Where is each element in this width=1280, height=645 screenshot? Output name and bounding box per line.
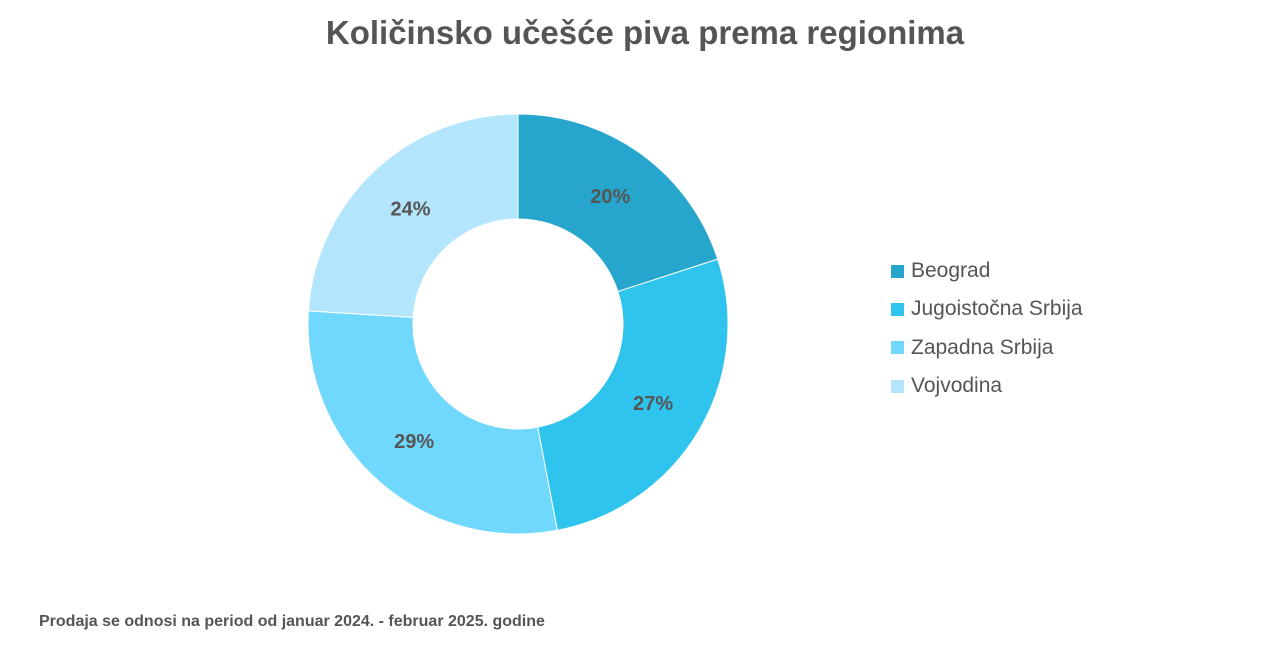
legend-label: Beograd [911, 259, 991, 283]
legend-label: Vojvodina [911, 374, 1003, 398]
legend-item-zapadna-srbija: Zapadna Srbija [891, 329, 1083, 367]
legend-item-vojvodina: Vojvodina [891, 367, 1083, 405]
slice-label-jugoistocna-srbija: 27% [633, 393, 673, 415]
legend-swatch [891, 379, 904, 393]
legend-swatch [891, 264, 904, 278]
legend-label: Zapadna Srbija [911, 335, 1054, 359]
legend-item-beograd: Beograd [891, 252, 1083, 290]
slice-label-zapadna-srbija: 29% [394, 431, 434, 453]
legend: Beograd Jugoistočna Srbija Zapadna Srbija V… [891, 252, 1083, 405]
legend-swatch [891, 341, 904, 355]
donut-slices [307, 113, 729, 535]
legend-label: Jugoistočna Srbija [911, 297, 1083, 321]
slice-label-vojvodina: 24% [391, 199, 431, 221]
donut-slice-labels: 20% 27% 29% 24% [391, 186, 674, 453]
footnote: Prodaja se odnosi na period od januar 20… [39, 613, 545, 630]
chart-title: Količinsko učešće piva prema regionima [325, 14, 965, 51]
legend-swatch [891, 302, 904, 316]
slice-beograd [517, 113, 719, 293]
legend-item-jugoistocna-srbija: Jugoistočna Srbija [891, 290, 1083, 328]
slice-label-beograd: 20% [590, 186, 630, 208]
slice-vojvodina [307, 113, 519, 318]
slice-jugoistocna-srbija [537, 258, 729, 531]
slice-zapadna-srbija [307, 310, 558, 535]
